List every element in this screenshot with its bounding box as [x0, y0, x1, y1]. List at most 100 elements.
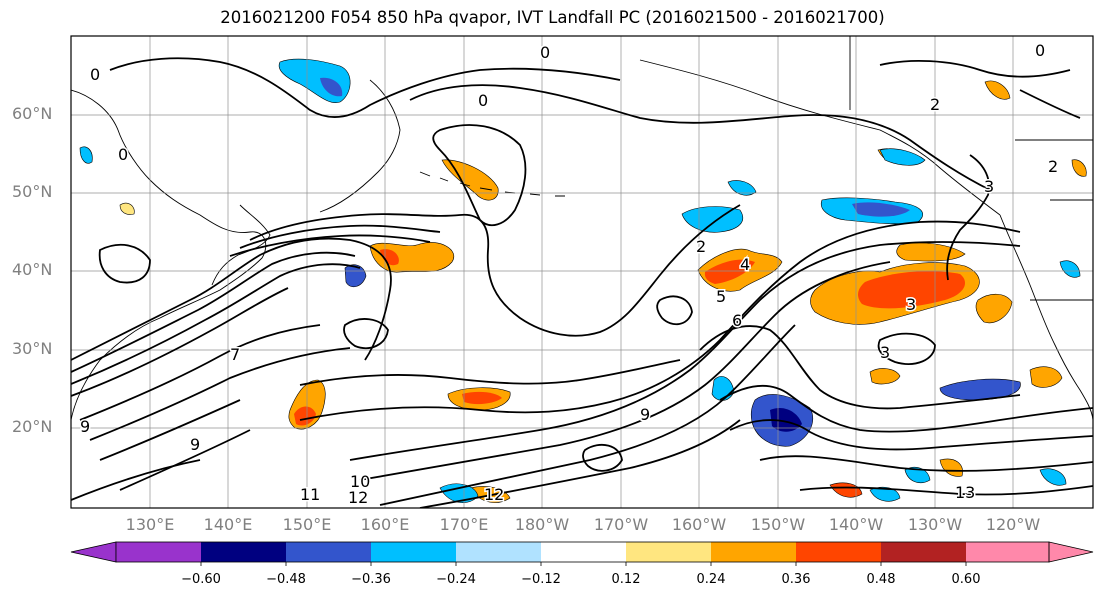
contour-label: 2 [1048, 157, 1058, 176]
contour-line [729, 419, 1093, 451]
contour-line [109, 57, 621, 119]
colorbar [70, 541, 1094, 566]
contour-layer [71, 57, 1093, 508]
negative-anomaly-patch [439, 483, 479, 503]
contour-line [582, 443, 623, 472]
positive-anomaly-patch [704, 259, 755, 284]
positive-anomaly-patch [984, 80, 1011, 100]
negative-anomaly-patch [904, 467, 931, 483]
contour-label: 0 [118, 145, 128, 164]
contour-line [71, 263, 361, 385]
contour-label: 2 [696, 237, 706, 256]
colorbar-extend-low [70, 541, 117, 563]
japan-coastline [211, 204, 271, 286]
contour-line [799, 485, 1093, 496]
lon-label-170w: 170°W [593, 515, 649, 534]
colorbar-tick-label: −0.12 [521, 572, 561, 587]
positive-anomaly-patch [829, 482, 863, 498]
positive-anomaly-patch [294, 406, 316, 426]
lon-label-130e: 130°E [125, 515, 175, 534]
colorbar-tick-label: 0.12 [611, 572, 641, 587]
asia-coastline [71, 89, 267, 421]
contour-line [98, 243, 151, 284]
contour-line [71, 287, 289, 397]
contour-line [299, 359, 681, 386]
negative-anomaly-patch [79, 146, 93, 164]
positive-anomaly-patch [896, 242, 966, 262]
contour-line [877, 332, 936, 365]
contour-line [249, 204, 741, 337]
negative-anomaly-patch [711, 376, 735, 401]
contour-label: 0 [540, 43, 550, 62]
colorbar-segment [796, 542, 881, 562]
kamchatka-coastline [319, 79, 401, 213]
contour-label: 9 [80, 417, 90, 436]
contour-line [71, 459, 201, 501]
negative-anomaly-patch [1059, 260, 1081, 278]
negative-anomaly-patch [681, 206, 744, 233]
colorbar-tick-label: 0.24 [696, 572, 726, 587]
positive-anomaly-patch [462, 391, 502, 405]
colorbar-tick-label: −0.24 [436, 572, 476, 587]
negative-anomaly-patch [852, 202, 910, 217]
positive-anomaly-patch [939, 458, 963, 477]
lat-label-50n: 50°N [12, 182, 53, 201]
lon-label-160e: 160°E [360, 515, 410, 534]
contour-label: 6 [732, 311, 742, 330]
north-america-coastline [999, 214, 1093, 421]
lat-label-20n: 20°N [12, 417, 53, 436]
contour-line [89, 347, 351, 441]
colorbar-tick-label: 0.60 [951, 572, 981, 587]
colorbar-segment [286, 542, 371, 562]
negative-anomaly-patch [879, 148, 926, 166]
contour-line [409, 84, 991, 191]
lon-label-150w: 150°W [750, 515, 806, 534]
colorbar-tick-label: −0.60 [181, 572, 221, 587]
contour-label: 11 [300, 485, 320, 504]
colorbar-segment [541, 542, 626, 562]
lon-label-160w: 160°W [671, 515, 727, 534]
positive-anomaly-patch [441, 159, 499, 201]
contour-label: 0 [478, 91, 488, 110]
contour-line [299, 220, 1021, 421]
negative-anomaly-patch [727, 180, 757, 196]
colorbar-tick-label: 0.48 [866, 572, 896, 587]
contour-line [119, 429, 251, 491]
colorbar-frame [115, 541, 1050, 563]
colorbar-segment [116, 542, 201, 562]
negative-anomaly-patch [939, 378, 1021, 401]
coastline-layer [71, 36, 1093, 421]
negative-anomaly-patch [344, 264, 367, 288]
contour-label: 9 [640, 405, 650, 424]
lon-label-140w: 140°W [828, 515, 884, 534]
positive-anomaly-patch [1071, 159, 1087, 177]
contour-label: 2 [930, 95, 940, 114]
lon-label-140e: 140°E [203, 515, 253, 534]
contour-line [359, 261, 891, 481]
contour-line [349, 241, 1021, 461]
positive-anomaly-patch [119, 202, 135, 215]
contour-line [759, 455, 1093, 472]
colorbar-segment [456, 542, 541, 562]
map-title: 2016021200 F054 850 hPa qvapor, IVT Land… [220, 8, 885, 27]
contour-line [1019, 89, 1081, 119]
colorbar-tick-label: −0.48 [266, 572, 306, 587]
contour-label: 10 [350, 472, 370, 491]
contour-line [99, 399, 241, 461]
contour-line [379, 324, 796, 506]
lon-label-120w: 120°W [985, 515, 1041, 534]
lon-label-170e: 170°E [439, 515, 489, 534]
state-border [849, 36, 1093, 301]
contour-line [343, 318, 389, 350]
contour-label: 13 [955, 483, 975, 502]
contour-label: 7 [230, 345, 240, 364]
contour-line [71, 237, 392, 361]
colorbar-tick-label: −0.36 [351, 572, 391, 587]
contour-label: 3 [906, 295, 916, 314]
positive-anomaly-patch [858, 271, 965, 309]
contour-line [432, 124, 527, 227]
contour-line [71, 251, 356, 373]
negative-anomaly-patch [869, 486, 901, 502]
lon-label-150e: 150°E [282, 515, 332, 534]
